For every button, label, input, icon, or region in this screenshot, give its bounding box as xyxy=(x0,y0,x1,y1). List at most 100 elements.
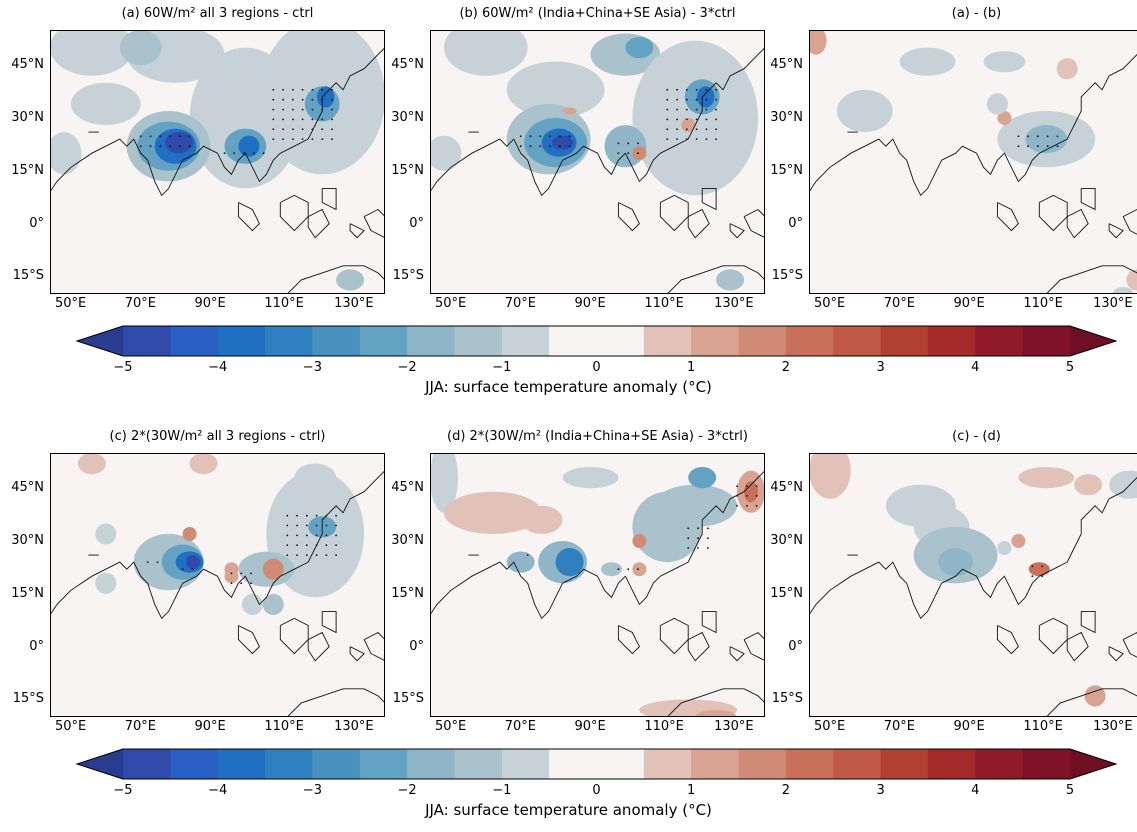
anomaly-contour xyxy=(986,93,1008,115)
colorbar-tick-label: 5 xyxy=(1065,783,1075,798)
stipple-dot xyxy=(159,145,162,148)
colorbar-swatch xyxy=(265,326,313,356)
anomaly-contour xyxy=(552,135,574,150)
anomaly-contour xyxy=(899,47,956,76)
colorbar-swatch xyxy=(643,749,692,779)
stipple-dot xyxy=(272,128,275,131)
stipple-dot xyxy=(315,514,318,517)
stipple-dot xyxy=(282,108,284,111)
lon-tick-label: 90°E xyxy=(574,719,606,734)
stipple-dot xyxy=(301,118,304,121)
stipple-dot xyxy=(685,98,688,101)
anomaly-contour xyxy=(1018,467,1075,489)
stipple-dot xyxy=(305,554,308,556)
stipple-dot xyxy=(305,544,308,547)
colorbar-label: JJA: surface temperature anomaly (°C) xyxy=(425,378,712,396)
coastline-island xyxy=(1108,646,1124,662)
colorbar-swatch xyxy=(454,749,503,779)
anomaly-contour xyxy=(317,86,335,108)
lon-tick-label: 50°E xyxy=(434,296,467,311)
stipple-dot xyxy=(156,561,159,563)
anomaly-contours xyxy=(805,26,1137,301)
stipple-dot xyxy=(292,98,294,101)
stipple-dot xyxy=(666,118,669,121)
anomaly-contours xyxy=(809,442,1137,707)
colorbar-swatch xyxy=(738,326,787,356)
stipple-dot xyxy=(325,524,328,527)
stipple-dot xyxy=(335,544,337,547)
anomaly-contour xyxy=(716,269,745,291)
anomaly-contour xyxy=(997,111,1012,125)
lat-tick-label: 45°N xyxy=(11,57,44,73)
stipple-dot xyxy=(149,145,152,148)
anomaly-contour xyxy=(562,107,577,115)
anomaly-contour xyxy=(632,562,647,577)
anomaly-contour xyxy=(632,534,647,548)
anomaly-contour xyxy=(836,89,893,133)
stipple-dot xyxy=(637,142,639,145)
map-background xyxy=(809,453,1137,717)
stipple-dot xyxy=(272,88,275,91)
coastline-island xyxy=(321,187,337,211)
map-canvas xyxy=(805,26,1137,301)
coastline xyxy=(429,47,766,295)
stipple-dot xyxy=(335,554,337,556)
stipple-dot xyxy=(695,118,698,121)
stipple-dot xyxy=(292,108,294,111)
anomaly-contour xyxy=(189,453,218,475)
stipple-dot xyxy=(286,544,289,547)
stipple-dot xyxy=(188,135,191,138)
map-frame xyxy=(50,30,385,294)
map-panel-d xyxy=(426,442,766,724)
lat-tick-label: 15°N xyxy=(770,585,803,601)
lat-tick-label: 30°N xyxy=(770,533,803,548)
stipple-dot xyxy=(736,485,738,487)
stipple-dot xyxy=(685,128,688,131)
colorbar-swatch xyxy=(1022,749,1071,779)
colorbar-extend-high xyxy=(1070,326,1116,356)
colorbar xyxy=(75,748,1118,780)
stipple-dot xyxy=(715,138,717,140)
stipple-dot xyxy=(755,504,758,507)
lon-tick-label: 130°E xyxy=(334,719,374,734)
lon-tick-label: 50°E xyxy=(434,719,467,734)
stipple-dot xyxy=(178,145,181,148)
coastline-mainland xyxy=(49,470,386,620)
lat-tick-label: 0° xyxy=(788,638,803,654)
stipple-dot xyxy=(568,135,571,138)
stipple-dot xyxy=(746,495,748,497)
lon-tick-label: 50°E xyxy=(54,296,87,311)
colorbar-swatch xyxy=(217,326,266,356)
lon-tick-label: 130°E xyxy=(334,296,374,311)
lat-tick-label: 15°S xyxy=(12,691,44,707)
map-canvas xyxy=(46,453,386,718)
anomaly-contour xyxy=(1126,269,1137,291)
lon-tick-label: 110°E xyxy=(264,296,304,311)
stipple-dot xyxy=(715,108,717,111)
stipple-dot xyxy=(697,527,699,530)
stipple-dot xyxy=(335,514,337,517)
coastline-australia xyxy=(286,688,386,718)
coastline-island xyxy=(1108,223,1124,239)
colorbar-tick-label: 1 xyxy=(687,783,696,798)
colorbar-outline xyxy=(75,325,1118,357)
stipple-dot xyxy=(736,504,738,507)
lon-tick-label: 70°E xyxy=(504,296,536,311)
lat-tick-label: 15°N xyxy=(11,162,44,178)
stipple-dot xyxy=(617,142,620,145)
coastline-mainland xyxy=(429,470,766,620)
stipple-dot xyxy=(676,138,678,140)
map-panel-c xyxy=(46,453,386,718)
colorbar-swatch xyxy=(549,326,597,356)
anomaly-contour xyxy=(443,19,528,76)
colorbar-swatch xyxy=(359,326,408,356)
colorbar-tick-label: −1 xyxy=(492,783,512,798)
stipple-dot xyxy=(637,152,639,155)
coastline-island xyxy=(1080,187,1096,211)
lat-tick-label: 15°S xyxy=(771,268,803,284)
coastline-mainland xyxy=(429,47,766,197)
stipple-dot xyxy=(305,524,308,527)
colorbar-swatch xyxy=(643,326,692,356)
stipple-dot xyxy=(262,152,265,155)
stipple-dot xyxy=(666,128,669,131)
